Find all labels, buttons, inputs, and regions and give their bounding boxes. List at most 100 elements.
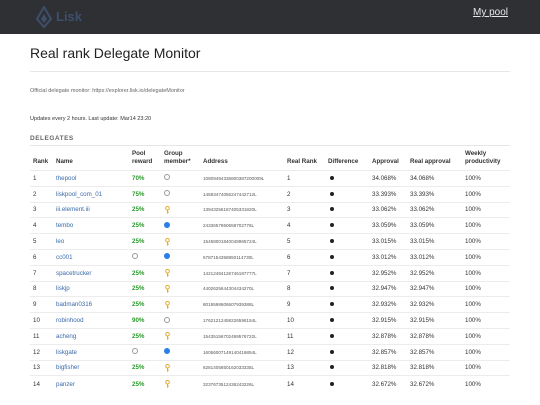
approval-cell: 32.672% xyxy=(369,375,407,392)
real-rank-cell: 2 xyxy=(284,185,325,203)
pool-reward-cell xyxy=(129,248,161,266)
key-icon xyxy=(165,300,170,309)
header-name[interactable]: Name xyxy=(56,158,73,165)
pool-reward-cell xyxy=(129,343,161,361)
pool-reward-cell: 25% xyxy=(129,280,161,297)
weekly-productivity-cell: 100% xyxy=(462,170,510,187)
real-rank-cell: 1 xyxy=(284,170,325,187)
difference-cell xyxy=(325,327,369,345)
weekly-productivity-cell: 100% xyxy=(462,280,510,297)
approval-cell: 32.878% xyxy=(369,327,407,345)
difference-dot-icon xyxy=(330,302,334,307)
pool-reward-cell: 25% xyxy=(129,217,161,234)
real-approval-cell: 32.915% xyxy=(407,312,462,329)
address-cell: 13943256167405331820L xyxy=(200,201,284,218)
header-weekly-productivity[interactable]: Weekly productivity xyxy=(465,150,501,165)
pool-reward-cell: 25% xyxy=(129,375,161,392)
real-approval-cell: 32.952% xyxy=(407,264,462,282)
real-approval-cell: 33.059% xyxy=(407,217,462,234)
approval-cell: 33.062% xyxy=(369,201,407,218)
official-monitor-text: Official delegate monitor: https://explo… xyxy=(30,88,185,94)
real-rank-cell: 7 xyxy=(284,264,325,282)
difference-cell xyxy=(325,264,369,282)
key-icon xyxy=(165,363,170,372)
rank-cell: 1 xyxy=(30,170,53,187)
delegate-name-link[interactable]: leo xyxy=(53,233,129,250)
weekly-productivity-cell: 100% xyxy=(462,312,510,329)
address-cell: 4402625644304434270L xyxy=(200,280,284,297)
my-pool-link[interactable]: My pool xyxy=(472,7,508,18)
header-real-rank[interactable]: Real Rank xyxy=(287,158,317,165)
table-row: 12 liskgate 16056007149140416854L 12 32.857%… xyxy=(30,343,510,361)
delegate-name-link[interactable]: liskpool_com_01 xyxy=(53,185,129,203)
rank-cell: 12 xyxy=(30,343,53,361)
header-group-member[interactable]: Group member* xyxy=(164,150,191,165)
real-rank-cell: 10 xyxy=(284,312,325,329)
rank-cell: 14 xyxy=(30,375,53,392)
group-member-cell xyxy=(161,343,200,361)
pool-reward-cell: 25% xyxy=(129,233,161,250)
delegate-name-link[interactable]: iii.element.iii xyxy=(53,201,129,218)
table-row: 3 iii.element.iii 25% 13943256167405331820L… xyxy=(30,201,510,218)
delegate-name-link[interactable]: acheng xyxy=(53,327,129,345)
table-row: 11 acheng 25% 15435156702499576722L 11 32.878… xyxy=(30,327,510,345)
header-pool-reward[interactable]: Pool reward xyxy=(132,150,153,165)
real-approval-cell: 32.932% xyxy=(407,296,462,313)
delegate-name-link[interactable]: bigfisher xyxy=(53,359,129,376)
real-rank-cell: 14 xyxy=(284,375,325,392)
rank-cell: 7 xyxy=(30,264,53,282)
pool-reward-cell: 75% xyxy=(129,185,161,203)
delegate-name-link[interactable]: cc001 xyxy=(53,248,129,266)
approval-cell: 32.818% xyxy=(369,359,407,376)
group-member-cell xyxy=(161,248,200,266)
page-title: Real rank Delegate Monitor xyxy=(30,45,201,61)
difference-cell xyxy=(325,170,369,187)
table-row: 9 badman0316 25% 8019598606607939388L 9 32.93… xyxy=(30,296,510,313)
approval-cell: 33.012% xyxy=(369,248,407,266)
delegate-name-link[interactable]: tembo xyxy=(53,217,129,234)
real-approval-cell: 32.818% xyxy=(407,359,462,376)
table-row: 7 spacetrucker 25% 14212484126746187777L 7 32… xyxy=(30,264,510,282)
approval-cell: 34.068% xyxy=(369,170,407,187)
group-member-cell xyxy=(161,327,200,345)
header-real-approval[interactable]: Real approval xyxy=(410,158,451,165)
weekly-productivity-cell: 100% xyxy=(462,201,510,218)
difference-cell xyxy=(325,359,369,376)
approval-cell: 33.059% xyxy=(369,217,407,234)
real-approval-cell: 33.062% xyxy=(407,201,462,218)
real-approval-cell: 32.878% xyxy=(407,327,462,345)
delegate-name-link[interactable]: robinhood xyxy=(53,312,129,329)
delegate-name-link[interactable]: spacetrucker xyxy=(53,264,129,282)
difference-dot-icon xyxy=(330,175,334,180)
table-header-row: Rank Name Pool reward Group member* Addr… xyxy=(30,150,510,171)
address-cell: 6281405850162033335L xyxy=(200,359,284,376)
delegate-name-link[interactable]: panzer xyxy=(53,375,129,392)
rank-cell: 6 xyxy=(30,248,53,266)
approval-cell: 32.947% xyxy=(369,280,407,297)
real-rank-cell: 9 xyxy=(284,296,325,313)
address-cell: 14593474056247442712L xyxy=(200,185,284,203)
difference-dot-icon xyxy=(330,365,334,370)
header-approval[interactable]: Approval xyxy=(372,158,399,165)
group-member-cell xyxy=(161,201,200,218)
delegate-name-link[interactable]: thepool xyxy=(53,170,129,187)
header-rank[interactable]: Rank xyxy=(33,158,49,165)
lisk-logo[interactable]: Lisk xyxy=(36,6,96,28)
delegate-name-link[interactable]: liskgate xyxy=(53,343,129,361)
group-member-cell xyxy=(161,359,200,376)
approval-cell: 33.393% xyxy=(369,185,407,203)
section-label-delegates: DELEGATES xyxy=(30,135,74,142)
approval-cell: 32.932% xyxy=(369,296,407,313)
real-rank-cell: 12 xyxy=(284,343,325,361)
header-difference[interactable]: Difference xyxy=(328,158,359,165)
header-address[interactable]: Address xyxy=(203,158,228,165)
weekly-productivity-cell: 100% xyxy=(462,248,510,266)
table-row: 14 panzer 25% 3237673512436243226L 14 32.672%… xyxy=(30,375,510,392)
circle-empty-icon xyxy=(164,316,170,323)
delegate-name-link[interactable]: badman0316 xyxy=(53,296,129,313)
difference-cell xyxy=(325,248,369,266)
weekly-productivity-cell: 100% xyxy=(462,264,510,282)
weekly-productivity-cell: 100% xyxy=(462,327,510,345)
table-row: 13 bigfisher 25% 6281405850162033335L 13 32.8… xyxy=(30,359,510,376)
delegate-name-link[interactable]: liskjp xyxy=(53,280,129,297)
